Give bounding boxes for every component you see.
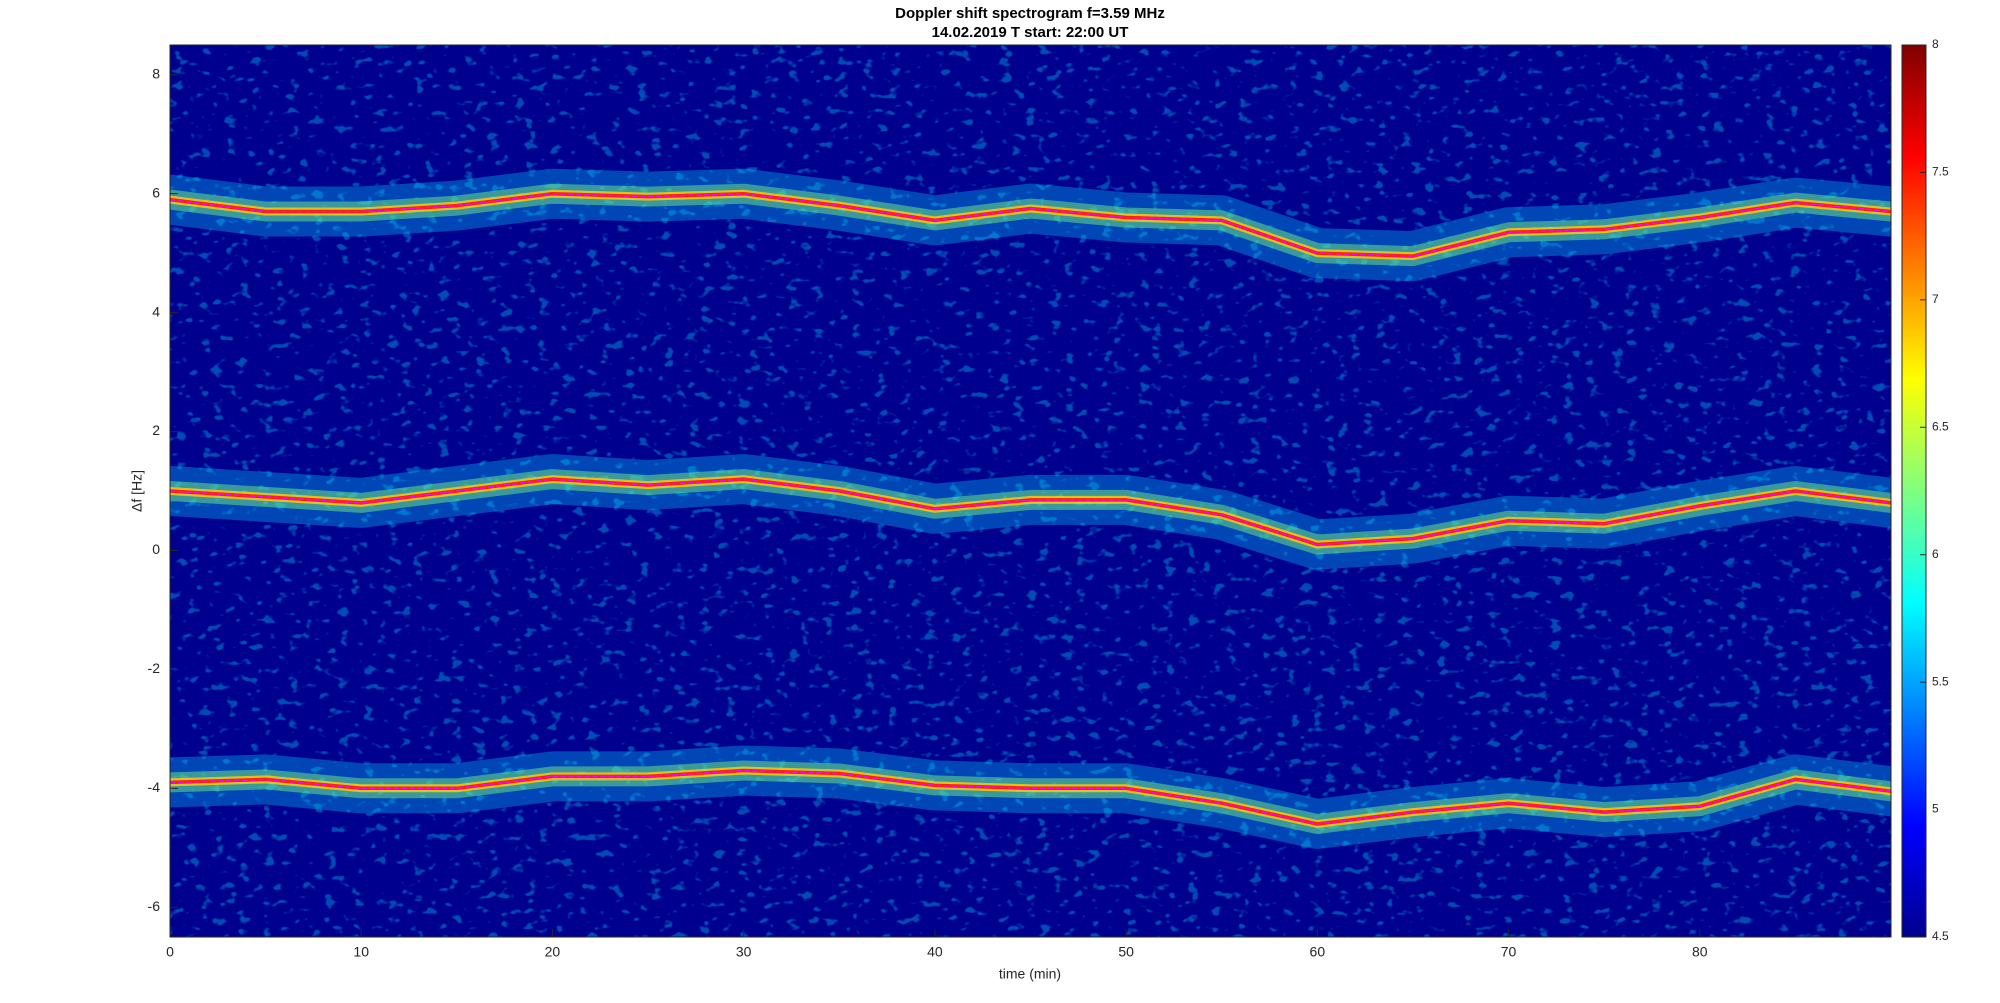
- chart-subtitle: 14.02.2019 T start: 22:00 UT: [932, 24, 1129, 41]
- colorbar-tick-label: 5: [1932, 802, 1939, 816]
- colorbar-tick-label: 7: [1932, 292, 1939, 306]
- y-tick-label: 4: [152, 303, 160, 319]
- x-tick-label: 40: [927, 944, 943, 960]
- y-tick-label: -6: [148, 898, 161, 914]
- x-axis-label: time (min): [999, 966, 1061, 982]
- trace-line: [170, 478, 1891, 546]
- y-tick-label: -2: [148, 660, 161, 676]
- x-tick-label: 60: [1310, 944, 1326, 960]
- y-tick-label: 2: [152, 422, 160, 438]
- x-tick-label: 80: [1692, 944, 1708, 960]
- x-tick-label: 0: [166, 944, 174, 960]
- colorbar-tick-label: 5.5: [1932, 674, 1949, 688]
- plot-area: [170, 168, 1891, 849]
- plot-frame: [169, 44, 1892, 938]
- y-tick-label: 8: [152, 65, 160, 81]
- trace-line: [170, 769, 1891, 825]
- colorbar-tick-label: 6: [1932, 547, 1939, 561]
- colorbar-tick-label: 4.5: [1932, 929, 1949, 943]
- x-tick-label: 10: [353, 944, 369, 960]
- chart-title: Doppler shift spectrogram f=3.59 MHz: [895, 5, 1165, 22]
- trace-line: [170, 192, 1891, 257]
- y-axis-label: Δf [Hz]: [129, 470, 145, 512]
- y-tick-label: 6: [152, 184, 160, 200]
- y-tick-label: -4: [148, 779, 161, 795]
- colorbar-tick-label: 8: [1932, 37, 1939, 51]
- x-tick-label: 20: [545, 944, 561, 960]
- x-tick-label: 50: [1118, 944, 1134, 960]
- colorbar-tick-label: 6.5: [1932, 419, 1949, 433]
- x-tick-label: 30: [736, 944, 752, 960]
- y-tick-label: 0: [152, 541, 160, 557]
- colorbar: [1901, 44, 1927, 938]
- colorbar-tick-label: 7.5: [1932, 165, 1949, 179]
- x-tick-label: 70: [1501, 944, 1517, 960]
